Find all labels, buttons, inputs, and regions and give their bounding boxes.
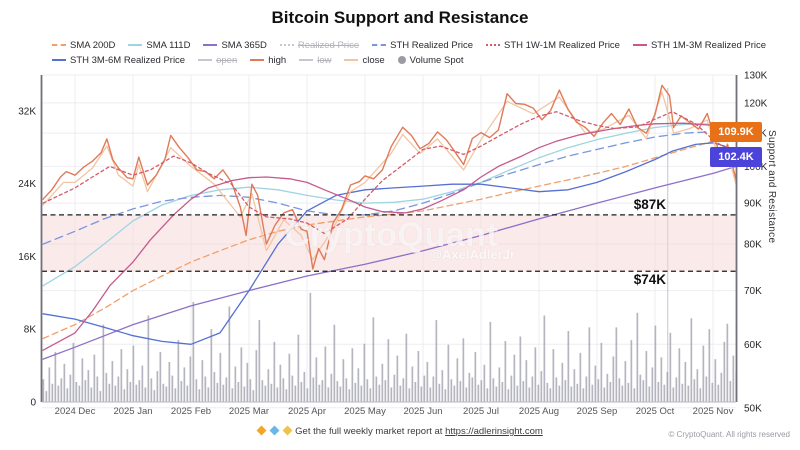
legend-swatch-sth-1m-3m-realized-price [632, 44, 647, 46]
x-axis-tick: 2025 Mar [229, 406, 269, 417]
series-sth-1w-1m-realized-price [42, 111, 737, 235]
legend-item-realized-price[interactable]: Realized Price [279, 39, 360, 51]
right-axis-tick: 120K [744, 98, 768, 109]
legend-item-sma-365d[interactable]: SMA 365D [203, 39, 267, 51]
legend-swatch-open [198, 59, 213, 61]
orange-diamond-icon [256, 425, 267, 436]
x-axis-tick: 2024 Dec [55, 406, 96, 417]
series-high [42, 84, 737, 270]
legend-row: SMA 200D SMA 111D SMA 365D Realized Price ST… [52, 38, 792, 52]
right-axis-tick: 70K [744, 286, 762, 297]
copyright-notice: © CryptoQuant. All rights reserved [668, 430, 791, 439]
legend-label: SMA 365D [221, 39, 267, 51]
series-sth-realized-price [42, 130, 737, 245]
legend-label: SMA 200D [70, 39, 116, 51]
x-axis-tick: 2025 Jan [113, 406, 152, 417]
x-axis-tick: 2025 Jul [463, 406, 499, 417]
left-axis-tick: 24K [18, 179, 36, 190]
right-axis-tick: 100K [744, 162, 768, 173]
legend-label: Realized Price [297, 39, 360, 51]
raised-hands-icon [282, 425, 292, 436]
price-badge-sth-3m6m: 102.4K [710, 147, 762, 167]
legend-swatch-low [299, 59, 314, 61]
series-sma-365d [42, 165, 737, 360]
chart-title: Bitcoin Support and Resistance [271, 8, 529, 27]
legend-swatch-sma-200d [52, 44, 66, 46]
series-sma-111d [42, 123, 737, 287]
right-axis-tick: 90K [744, 199, 762, 210]
legend-item-volume-spot[interactable]: Volume Spot [397, 54, 464, 66]
axis-tick-labels: 32K24K16K8K0130K120K110K100K90K80K70K60K… [18, 71, 767, 418]
legend-item-sma-200d[interactable]: SMA 200D [52, 40, 115, 51]
legend-swatch-sma-111d [128, 44, 143, 46]
legend-label: STH Realized Price [390, 39, 473, 51]
legend-label: open [216, 54, 238, 66]
x-axis-tick: 2025 Oct [636, 406, 675, 417]
left-axis-tick: 0 [30, 398, 36, 409]
right-axis-tick: 60K [744, 340, 762, 351]
x-axis-tick: 2025 Apr [288, 406, 326, 417]
legend-swatch-high [250, 59, 265, 61]
footer-link[interactable]: https://adlerinsight.com [445, 426, 543, 437]
legend-item-sth-3m-6m-realized-price[interactable]: STH 3M-6M Realized Price [52, 55, 185, 66]
legend-swatch-sth-1w-1m-realized-price [486, 44, 500, 46]
legend-swatch-sth-3m-6m-realized-price [52, 59, 66, 61]
price-badge-sma200: 109.9K [710, 122, 762, 142]
right-axis-tick: 50K [744, 403, 762, 414]
level-lines [42, 214, 736, 272]
legend-label: high [268, 54, 287, 66]
legend-swatch-realized-price [279, 44, 294, 46]
legend-swatch-sma-365d [203, 44, 218, 46]
x-axis-tick: 2025 May [344, 406, 386, 417]
right-axis-tick: 80K [744, 240, 762, 251]
legend-swatch-volume-spot [397, 56, 406, 64]
x-axis-tick: 2025 Feb [171, 406, 211, 417]
legend-item-sth-1w-1m-realized-price[interactable]: STH 1W-1M Realized Price [486, 40, 620, 51]
right-axis-title: Support and Resistance [766, 130, 777, 244]
x-axis-tick: 2025 Nov [693, 406, 734, 417]
chart-legend: SMA 200D SMA 111D SMA 365D Realized Price ST… [52, 38, 792, 68]
legend-item-high[interactable]: high [250, 55, 286, 66]
left-axis-tick: 8K [24, 325, 37, 336]
legend-label: STH 3M-6M Realized Price [70, 54, 186, 66]
legend-label: Volume Spot [409, 54, 464, 66]
legend-label: SMA 111D [146, 39, 191, 51]
series-sth-1m-3m-realized-price [42, 122, 737, 351]
legend-item-sth-1m-3m-realized-price[interactable]: STH 1M-3M Realized Price [632, 39, 767, 51]
footer-message: Get the full weekly market report at [295, 426, 443, 437]
x-axis-tick: 2025 Jun [403, 406, 442, 417]
legend-row: STH 3M-6M Realized Price open high low close… [52, 53, 792, 67]
series-sma-200d [42, 132, 737, 340]
legend-item-low[interactable]: low [299, 55, 331, 66]
legend-item-sma-111d[interactable]: SMA 111D [128, 40, 190, 51]
legend-swatch-sth-realized-price [372, 44, 387, 46]
footer-banner: Get the full weekly market report at htt… [0, 425, 800, 437]
series-sth-3m-6m-realized-price [42, 142, 737, 345]
legend-label: close [362, 54, 385, 66]
x-axis-tick: 2025 Sep [577, 406, 618, 417]
support-level-label: $74K [633, 272, 666, 287]
legend-item-close[interactable]: close [344, 54, 385, 66]
x-axis-tick: 2025 Aug [519, 406, 559, 417]
left-axis-tick: 32K [18, 106, 36, 117]
legend-label: STH 1M-3M Realized Price [650, 39, 767, 51]
legend-item-open[interactable]: open [198, 55, 237, 66]
legend-label: low [317, 54, 332, 66]
legend-label: STH 1W-1M Realized Price [504, 39, 620, 51]
legend-swatch-close [344, 59, 359, 61]
support-resistance-band [42, 214, 736, 272]
gem-icon [269, 425, 280, 436]
right-axis-tick: 130K [744, 71, 768, 82]
legend-item-sth-realized-price[interactable]: STH Realized Price [372, 40, 473, 51]
left-axis-tick: 16K [18, 252, 36, 263]
resistance-level-label: $87K [633, 197, 666, 212]
volume-bars [42, 292, 738, 402]
